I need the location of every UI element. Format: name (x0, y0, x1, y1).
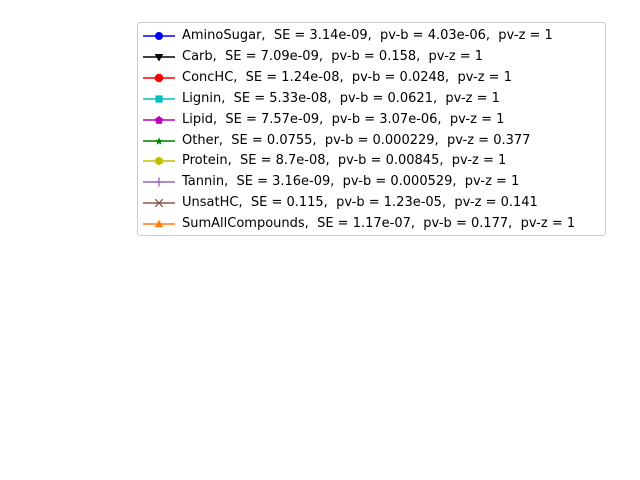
legend-marker-star (155, 136, 163, 145)
legend-marker-triangle-up (154, 219, 164, 228)
legend-label: SumAllCompounds, SE = 1.17e-07, pv-b = 0… (182, 216, 576, 232)
legend-label: Protein, SE = 8.7e-08, pv-b = 0.00845, p… (182, 153, 507, 169)
legend-marker-hexagon (155, 156, 163, 166)
legend-entry: SumAllCompounds, SE = 1.17e-07, pv-b = 0… (138, 214, 605, 234)
legend-entry: Carb, SE = 7.09e-09, pv-b = 0.158, pv-z … (138, 47, 605, 67)
legend-handle (143, 95, 175, 103)
legend-entry: ConcHC, SE = 1.24e-08, pv-b = 0.0248, pv… (138, 68, 605, 88)
legend-handle (143, 73, 175, 82)
legend-handle (143, 177, 175, 187)
chart-legend: AminoSugar, SE = 3.14e-09, pv-b = 4.03e-… (137, 22, 606, 236)
legend-label: Other, SE = 0.0755, pv-b = 0.000229, pv-… (182, 132, 531, 148)
legend-marker-square (155, 95, 163, 103)
legend-entry: Protein, SE = 8.7e-08, pv-b = 0.00845, p… (138, 151, 605, 171)
legend-handle (143, 136, 175, 145)
legend-entry: Tannin, SE = 3.16e-09, pv-b = 0.000529, … (138, 172, 605, 192)
legend-entry: AminoSugar, SE = 3.14e-09, pv-b = 4.03e-… (138, 26, 605, 46)
legend-handle (143, 32, 175, 40)
legend-handle (143, 53, 175, 62)
legend-marker-circle (155, 32, 163, 40)
legend-label: Carb, SE = 7.09e-09, pv-b = 0.158, pv-z … (182, 48, 484, 64)
legend-entry: UnsatHC, SE = 0.115, pv-b = 1.23e-05, pv… (138, 193, 605, 213)
legend-label: UnsatHC, SE = 0.115, pv-b = 1.23e-05, pv… (182, 195, 538, 211)
legend-marker-octagon (154, 73, 164, 82)
legend-handle (143, 219, 175, 228)
legend-handle (143, 198, 175, 208)
legend-marker-x (154, 198, 164, 208)
legend-label: Lipid, SE = 7.57e-09, pv-b = 3.07e-06, p… (182, 111, 505, 127)
legend-entry: Other, SE = 0.0755, pv-b = 0.000229, pv-… (138, 131, 605, 151)
legend-entry: Lipid, SE = 7.57e-09, pv-b = 3.07e-06, p… (138, 110, 605, 130)
legend-marker-triangle-down (154, 53, 164, 62)
legend-handle (143, 156, 175, 166)
legend-label: AminoSugar, SE = 3.14e-09, pv-b = 4.03e-… (182, 28, 553, 43)
legend-label: ConcHC, SE = 1.24e-08, pv-b = 0.0248, pv… (182, 69, 512, 85)
legend-marker-pentagon (154, 115, 164, 124)
legend-handle (143, 115, 175, 124)
legend-marker-plus (154, 177, 164, 187)
legend-entry: Lignin, SE = 5.33e-08, pv-b = 0.0621, pv… (138, 89, 605, 109)
legend-label: Lignin, SE = 5.33e-08, pv-b = 0.0621, pv… (182, 90, 500, 106)
legend-label: Tannin, SE = 3.16e-09, pv-b = 0.000529, … (182, 174, 520, 190)
